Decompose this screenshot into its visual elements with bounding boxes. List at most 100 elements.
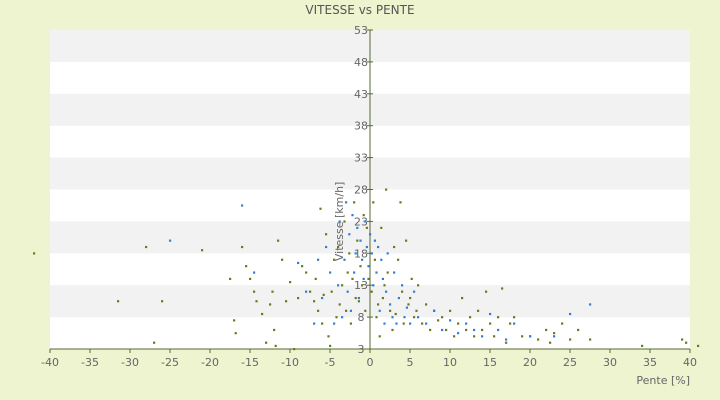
data-point [501,287,504,290]
data-point [317,309,320,312]
data-point [409,296,412,300]
data-point [309,290,312,293]
data-point [681,338,684,341]
data-point [375,271,378,274]
data-point [327,335,330,338]
data-point [425,322,428,325]
data-point [329,344,332,348]
data-point [364,220,367,223]
data-point [409,322,412,325]
data-point [341,284,344,287]
data-point [417,316,420,319]
data-point [433,309,436,312]
data-point [333,322,336,325]
data-point [354,252,357,255]
data-point [271,290,274,293]
data-point [391,328,394,332]
data-point [289,281,292,284]
data-point [477,309,480,312]
data-point [493,335,496,338]
data-point [372,201,375,204]
data-point [345,201,348,204]
data-point [589,303,592,306]
data-point [321,296,324,300]
data-point [397,258,400,261]
data-point [380,226,383,229]
y-tick-label: 3 [358,343,365,356]
data-point [441,316,444,319]
data-point [273,328,276,332]
data-point [497,328,500,332]
data-point [397,296,400,300]
data-point [457,332,460,335]
x-tick-label: 30 [603,356,617,369]
data-point [545,328,548,332]
data-point [529,335,532,338]
data-point [305,290,308,293]
data-point [489,322,492,325]
data-point [589,338,592,341]
data-point [345,309,348,312]
data-point [367,265,370,268]
data-point [389,303,392,306]
data-point [393,245,396,249]
data-point [338,303,341,306]
x-tick-label: -25 [161,356,179,369]
data-point [481,335,484,338]
data-point [405,306,408,309]
data-point [685,341,688,344]
data-point [399,201,402,204]
data-point [569,312,572,316]
data-point [293,348,296,351]
data-point [505,341,508,344]
data-point [343,220,346,223]
x-tick-label: -35 [81,356,99,369]
data-point [402,322,405,325]
data-point [335,316,338,319]
data-point [241,204,244,207]
data-point [383,322,386,325]
data-point [349,322,352,325]
data-point [365,226,368,229]
y-tick-label: 53 [354,24,368,37]
data-point [117,300,120,303]
data-point [377,245,380,249]
data-point [365,245,368,249]
data-point [277,239,280,242]
x-tick-label: -10 [281,356,299,369]
data-point [465,328,468,332]
data-point [505,338,508,341]
data-point [169,239,172,242]
data-point [333,258,336,261]
data-point [348,233,351,236]
x-tick-label: 25 [563,356,577,369]
data-points [33,188,700,351]
data-point [489,312,492,316]
y-tick-label: 18 [354,247,368,260]
data-point [367,277,370,281]
data-point [297,296,300,300]
data-point [356,226,359,229]
data-point [401,290,404,293]
data-point [369,233,372,236]
data-point [285,300,288,303]
data-point [375,316,378,319]
data-point [394,312,397,316]
data-point [161,300,164,303]
data-point [233,319,236,322]
data-point [381,296,384,300]
data-point [401,284,404,287]
data-point [346,271,349,274]
data-point [553,332,556,335]
data-point [33,252,36,255]
data-point [253,271,256,274]
data-point [361,258,364,261]
y-tick-label: 8 [358,311,365,324]
data-point [145,245,148,249]
data-point [325,233,328,236]
data-point [413,316,416,319]
data-point [201,249,204,252]
data-point [569,338,572,341]
x-tick-label: 20 [523,356,537,369]
